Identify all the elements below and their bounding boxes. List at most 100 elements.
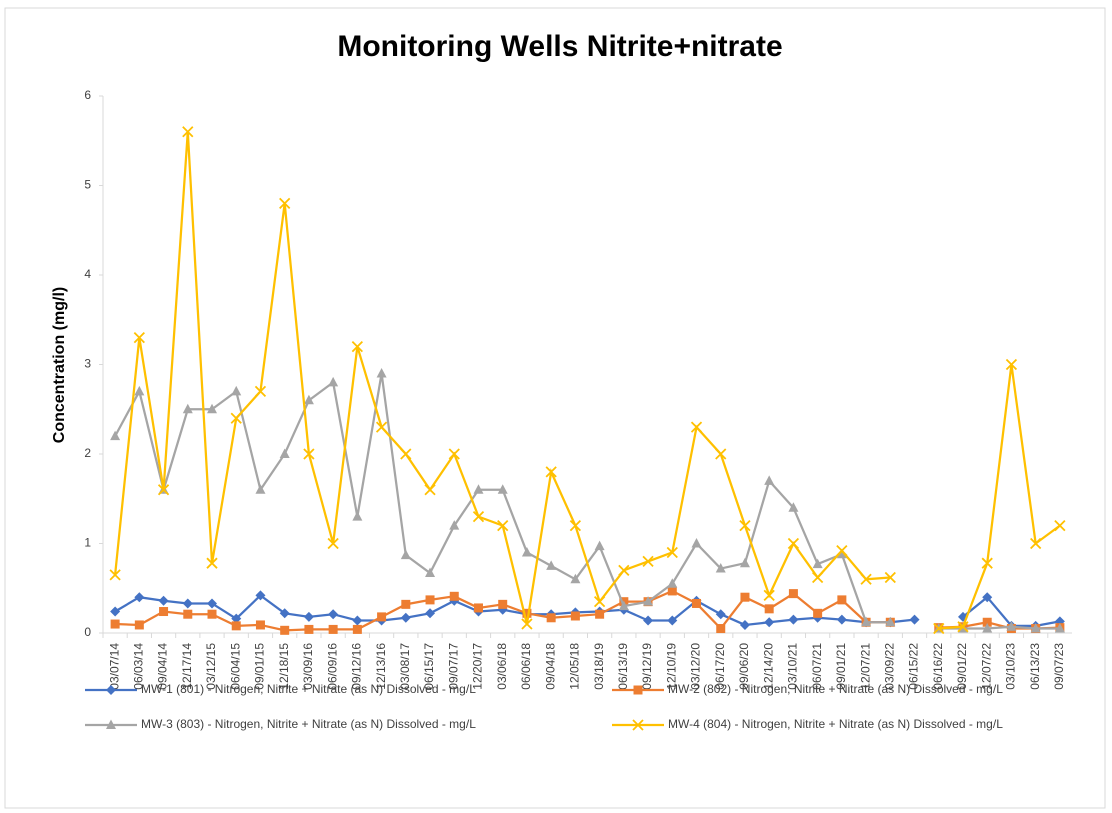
marker: [159, 607, 169, 617]
marker: [861, 616, 872, 627]
x-tick-label: 06/15/22: [907, 643, 921, 690]
marker: [982, 617, 992, 627]
marker: [206, 557, 218, 569]
marker: [158, 595, 169, 606]
marker: [401, 599, 411, 609]
marker: [255, 620, 265, 630]
marker: [280, 625, 290, 635]
marker: [982, 592, 993, 603]
marker: [449, 520, 460, 530]
marker: [764, 475, 775, 485]
x-tick-label: 03/12/15: [204, 643, 218, 690]
y-tick-label: 0: [84, 625, 91, 639]
chart-title: Monitoring Wells Nitrite+nitrate: [337, 30, 782, 63]
marker: [739, 619, 750, 630]
legend-label: MW-4 (804) - Nitrogen, Nitrite + Nitrate…: [668, 717, 1003, 731]
y-tick-label: 2: [84, 446, 91, 460]
marker: [860, 573, 872, 585]
x-tick-label: 12/07/22: [979, 643, 993, 690]
x-tick-label: 12/05/18: [568, 643, 582, 690]
marker: [134, 592, 145, 603]
marker: [813, 608, 823, 618]
marker: [763, 589, 775, 602]
x-tick-label: 06/04/15: [228, 643, 242, 690]
marker: [521, 546, 532, 557]
marker: [400, 448, 412, 460]
marker: [812, 571, 824, 584]
marker: [546, 613, 556, 623]
marker: [715, 448, 727, 460]
marker: [498, 599, 508, 609]
marker: [692, 598, 702, 608]
marker: [497, 484, 508, 494]
marker: [303, 611, 314, 622]
marker: [836, 545, 848, 557]
marker: [134, 620, 144, 630]
marker: [788, 502, 799, 512]
marker: [642, 555, 654, 568]
legend-marker: [106, 685, 116, 695]
marker: [279, 197, 291, 210]
marker: [110, 606, 121, 617]
x-tick-label: 03/12/20: [689, 643, 703, 690]
y-axis-label: Concentration (mg/l): [51, 287, 68, 443]
marker: [231, 385, 242, 396]
x-tick-label: 03/09/16: [301, 643, 315, 690]
marker: [787, 537, 800, 550]
marker: [618, 600, 629, 611]
marker: [303, 448, 315, 460]
marker: [328, 376, 339, 387]
marker: [739, 519, 751, 532]
marker: [255, 484, 266, 494]
marker: [788, 589, 798, 599]
marker: [1054, 623, 1065, 633]
marker: [110, 619, 120, 629]
x-tick-label: 06/13/23: [1028, 643, 1042, 690]
marker: [1054, 519, 1066, 532]
marker: [837, 595, 847, 605]
x-tick-label: 06/16/22: [931, 643, 945, 690]
marker: [109, 569, 121, 581]
x-tick-label: 09/01/21: [834, 643, 848, 690]
marker: [425, 567, 436, 578]
x-tick-label: 09/04/18: [543, 643, 557, 690]
x-tick-label: 09/07/23: [1052, 643, 1066, 690]
marker: [207, 403, 218, 414]
marker: [812, 558, 823, 569]
marker: [570, 611, 580, 621]
marker: [231, 613, 242, 624]
marker: [497, 519, 509, 532]
x-tick-label: 12/13/16: [374, 643, 388, 690]
marker: [133, 332, 145, 344]
marker: [715, 563, 726, 573]
marker: [885, 616, 896, 627]
marker: [836, 614, 847, 625]
x-tick-label: 06/03/14: [132, 643, 146, 690]
x-tick-label: 06/13/19: [616, 643, 630, 690]
marker: [739, 557, 750, 568]
marker: [933, 622, 945, 635]
marker: [425, 608, 436, 619]
marker: [183, 609, 193, 619]
x-tick-label: 12/18/15: [277, 643, 291, 690]
x-tick-label: 03/09/22: [882, 643, 896, 690]
marker: [134, 385, 145, 396]
x-tick-label: 09/01/22: [955, 643, 969, 690]
marker: [836, 548, 847, 559]
marker: [230, 412, 242, 424]
marker: [449, 591, 459, 601]
marker: [182, 403, 193, 414]
marker: [667, 586, 677, 596]
marker: [667, 578, 678, 588]
marker: [545, 466, 557, 478]
marker: [595, 609, 605, 619]
marker: [473, 484, 484, 494]
marker: [1006, 621, 1017, 631]
marker: [425, 595, 435, 605]
marker: [448, 448, 460, 460]
legend-marker: [632, 719, 644, 731]
marker: [472, 511, 485, 523]
marker: [182, 598, 193, 609]
marker: [957, 621, 969, 633]
